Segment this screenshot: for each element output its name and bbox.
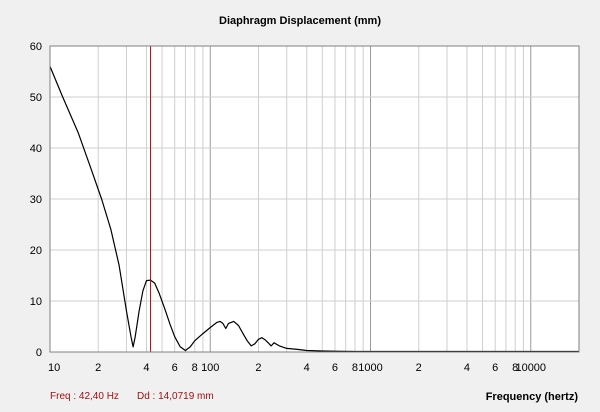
- series-layer: [49, 66, 579, 353]
- x-tick-label: 10: [48, 362, 60, 374]
- x-tick-label: 2: [255, 362, 261, 374]
- x-tick-label: 2: [416, 362, 422, 374]
- x-tick-label: 8: [352, 362, 358, 374]
- chart-title: Diaphragm Displacement (mm): [219, 15, 381, 27]
- y-tick-label: 10: [30, 296, 42, 308]
- x-tick-label: 1000: [358, 362, 382, 374]
- y-tick-label: 40: [30, 143, 42, 155]
- y-tick-label: 60: [30, 41, 42, 53]
- x-tick-label: 4: [304, 362, 310, 374]
- x-tick-label: 4: [464, 362, 470, 374]
- y-tick-label: 20: [30, 245, 42, 257]
- x-tick-label: 2: [95, 362, 101, 374]
- y-tick-label: 50: [30, 92, 42, 104]
- y-tick-label: 30: [30, 194, 42, 206]
- x-axis-label: Frequency (hertz): [486, 391, 579, 403]
- x-tick-label: 8: [512, 362, 518, 374]
- x-tick-label: 4: [143, 362, 149, 374]
- series-line-1: [49, 66, 579, 353]
- x-tick-label: 10000: [515, 362, 546, 374]
- x-tick-label: 6: [172, 362, 178, 374]
- x-tick-label: 8: [192, 362, 198, 374]
- x-tick-label: 100: [201, 362, 219, 374]
- status-frequency: Freq : 42,40 Hz: [50, 391, 119, 402]
- x-tick-label: 6: [332, 362, 338, 374]
- plot-frame: [49, 45, 580, 353]
- x-tick-label: 6: [492, 362, 498, 374]
- grid-lines: [50, 46, 579, 352]
- status-displacement: Dd : 14,0719 mm: [137, 391, 214, 402]
- y-tick-label: 0: [36, 347, 42, 359]
